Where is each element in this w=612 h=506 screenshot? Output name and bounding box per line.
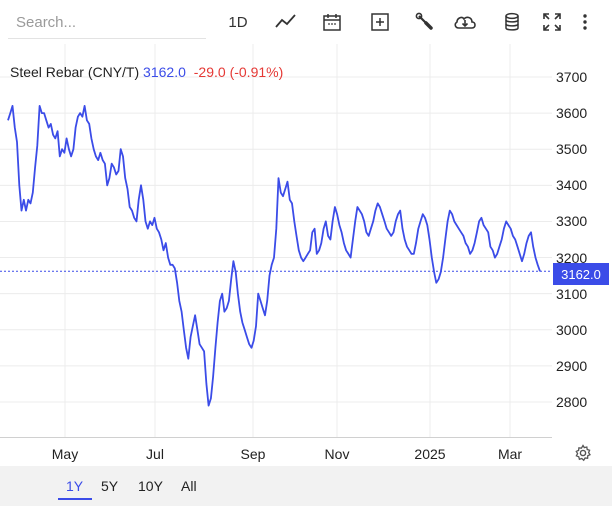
range-10y-button[interactable]: 10Y: [138, 478, 163, 494]
chart-legend: Steel Rebar (CNY/T) 3162.0 -29.0 (-0.91%…: [10, 64, 283, 80]
y-axis: 3700 3600 3500 3400 3300 3200 3100 3000 2900 2800: [556, 44, 612, 464]
last-price-tag: 3162.0: [553, 263, 609, 285]
wrench-icon[interactable]: [413, 10, 437, 34]
x-tick-label: Mar: [497, 446, 523, 462]
y-tick-label: 3200: [556, 249, 588, 266]
active-range-indicator: [58, 498, 92, 500]
x-tick-label: 2025: [414, 446, 446, 462]
x-tick-label: Sep: [240, 446, 266, 462]
chart-canvas: [0, 44, 552, 438]
range-5y-button[interactable]: 5Y: [101, 478, 119, 494]
fullscreen-icon[interactable]: [540, 10, 564, 34]
y-tick-label: 3300: [556, 213, 588, 230]
range-selector: 1Y 5Y 10Y All: [0, 466, 612, 506]
range-all-button[interactable]: All: [181, 478, 197, 494]
database-icon[interactable]: [500, 10, 524, 34]
add-plus-icon[interactable]: [368, 10, 392, 34]
interval-button[interactable]: 1D: [228, 13, 248, 31]
y-tick-label: 2800: [556, 394, 588, 410]
x-tick-label: Jul: [146, 446, 164, 462]
y-tick-label: 3400: [556, 177, 588, 194]
price-series-line: [7, 105, 541, 407]
gear-icon[interactable]: [574, 444, 592, 462]
y-tick-label: 3000: [556, 321, 588, 338]
more-vertical-icon[interactable]: [578, 10, 592, 34]
instrument-name: Steel Rebar (CNY/T): [10, 64, 140, 80]
search-box: [8, 8, 214, 39]
calendar-icon[interactable]: [320, 10, 344, 34]
y-tick-label: 3700: [556, 69, 588, 85]
last-price: 3162.0: [143, 64, 186, 80]
x-axis: May Jul Sep Nov 2025 Mar: [0, 440, 552, 466]
price-chart[interactable]: [0, 44, 552, 438]
y-tick-label: 3100: [556, 285, 588, 302]
chart-toolbar: 1D: [0, 0, 612, 44]
cloud-download-icon[interactable]: [452, 10, 478, 34]
y-tick-label: 3500: [556, 141, 588, 158]
line-chart-icon[interactable]: [274, 10, 298, 34]
y-tick-label: 2900: [556, 357, 588, 374]
search-input[interactable]: [8, 8, 214, 36]
y-tick-label: 3600: [556, 105, 588, 122]
price-change: -29.0 (-0.91%): [193, 64, 284, 80]
x-tick-label: Nov: [324, 446, 350, 462]
range-1y-button[interactable]: 1Y: [66, 478, 84, 494]
x-tick-label: May: [51, 446, 79, 462]
